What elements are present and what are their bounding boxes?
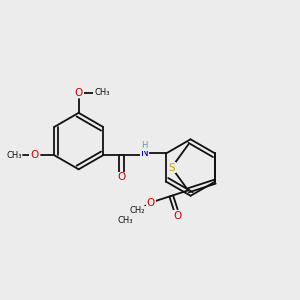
- Text: H: H: [142, 141, 148, 150]
- Text: O: O: [173, 211, 182, 221]
- Text: S: S: [168, 163, 175, 172]
- Text: CH₃: CH₃: [117, 216, 133, 225]
- Text: O: O: [173, 211, 182, 221]
- Text: CH₃: CH₃: [94, 88, 110, 97]
- Text: CH₂: CH₂: [130, 206, 145, 215]
- Text: N: N: [141, 148, 148, 158]
- Text: CH₃: CH₃: [94, 88, 110, 97]
- Text: O: O: [74, 88, 83, 98]
- Text: N: N: [141, 148, 148, 158]
- Text: O: O: [146, 198, 155, 208]
- Text: O: O: [117, 172, 126, 182]
- Text: CH₃: CH₃: [6, 151, 22, 160]
- Text: O: O: [30, 150, 38, 160]
- Text: O: O: [117, 172, 126, 182]
- Text: S: S: [168, 163, 175, 172]
- Text: CH₃: CH₃: [6, 151, 22, 160]
- Text: O: O: [30, 150, 38, 160]
- Text: H: H: [142, 141, 148, 150]
- Text: O: O: [74, 88, 83, 98]
- Text: O: O: [146, 198, 155, 208]
